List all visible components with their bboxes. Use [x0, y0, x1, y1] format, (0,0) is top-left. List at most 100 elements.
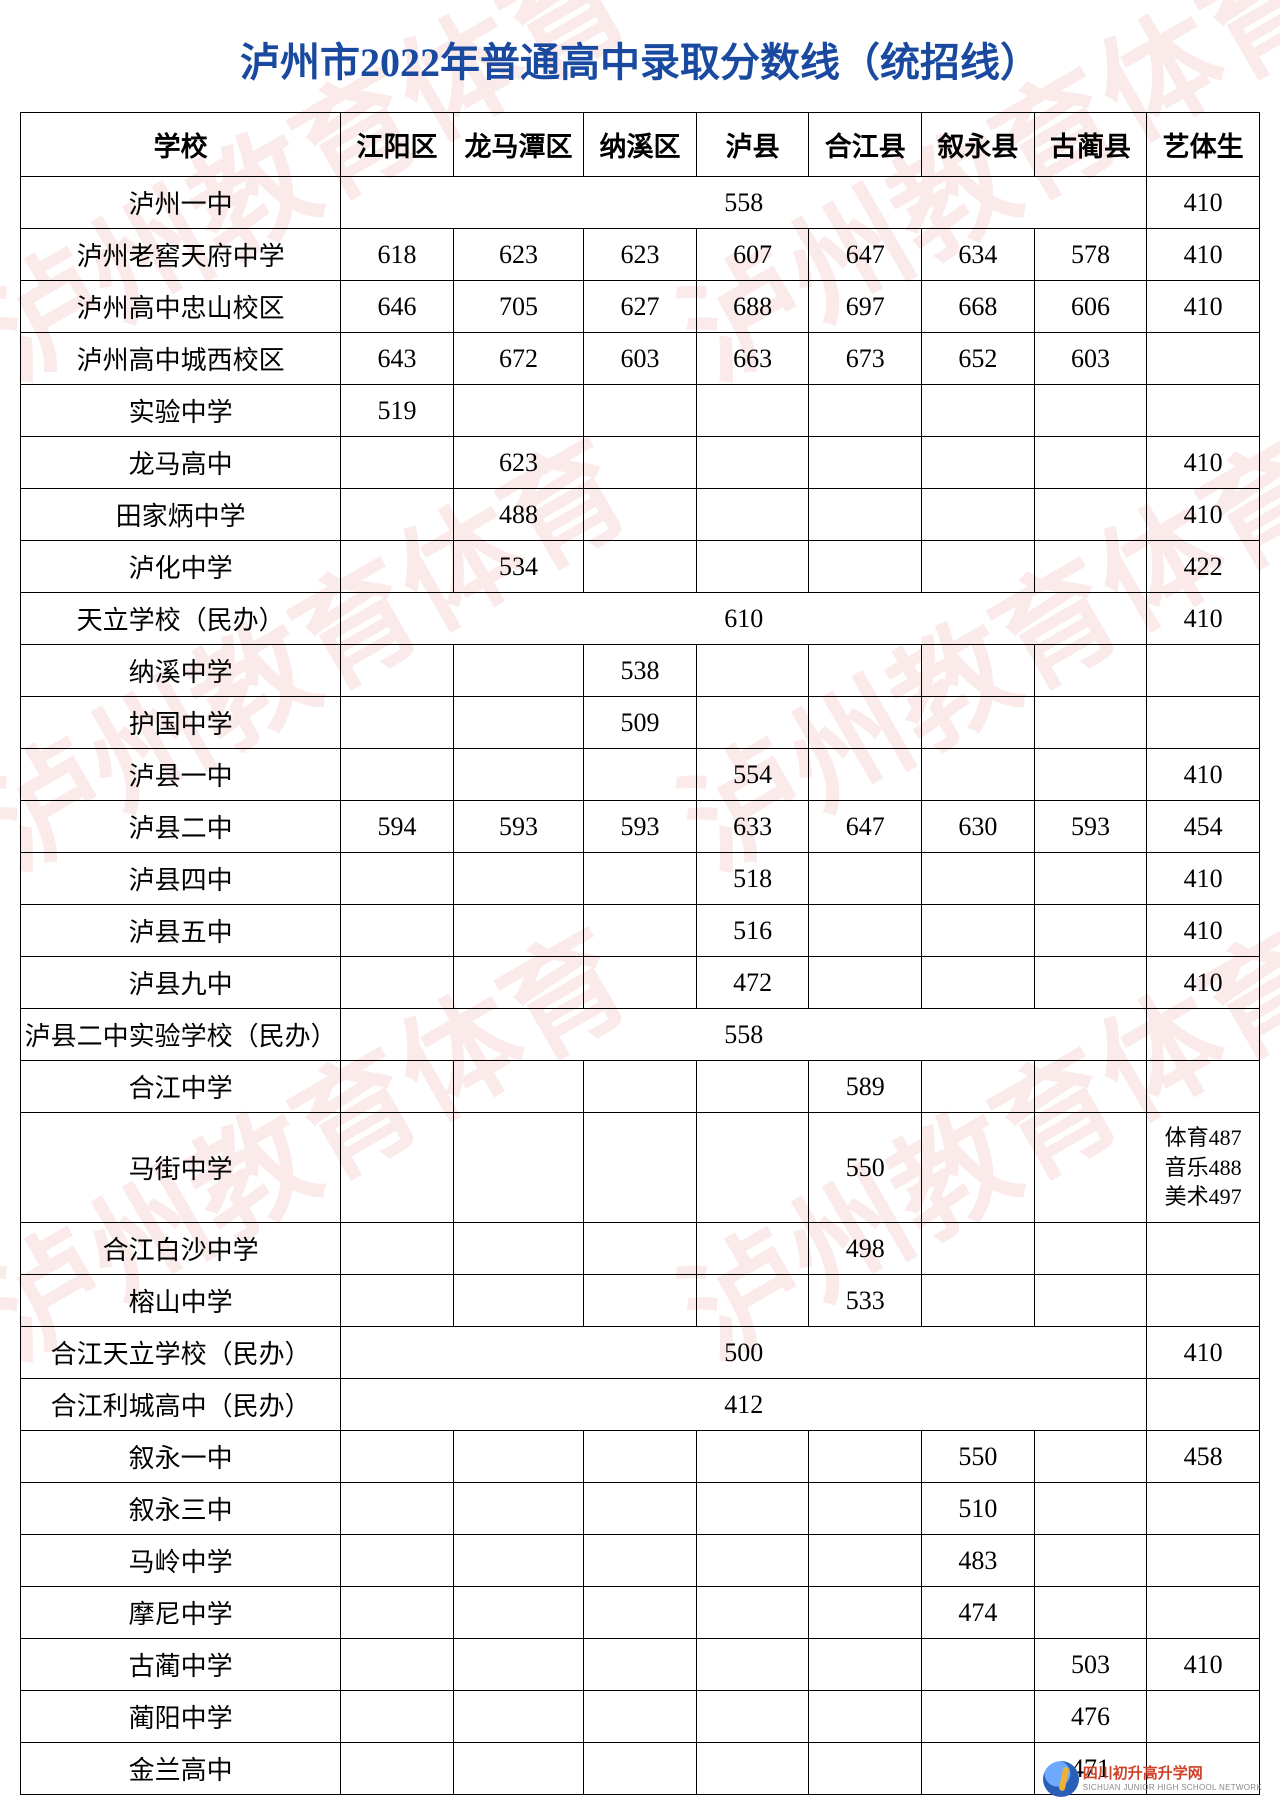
cell-art-score [1147, 333, 1260, 385]
logo-badge-icon [1043, 1761, 1079, 1797]
cell-score: 697 [809, 281, 922, 333]
cell-school: 田家炳中学 [21, 489, 341, 541]
cell-score [584, 489, 697, 541]
col-district: 古蔺县 [1034, 113, 1147, 177]
cell-score: 578 [1034, 229, 1147, 281]
cell-score [922, 385, 1035, 437]
cell-score [453, 1431, 583, 1483]
cell-art-score: 410 [1147, 281, 1260, 333]
cell-score [453, 1483, 583, 1535]
cell-score [453, 1535, 583, 1587]
cell-score [584, 1061, 697, 1113]
cell-school: 金兰高中 [21, 1743, 341, 1795]
cell-score [696, 489, 809, 541]
col-district: 叙永县 [922, 113, 1035, 177]
cell-score [922, 437, 1035, 489]
cell-score [341, 697, 454, 749]
table-row: 田家炳中学488410 [21, 489, 1260, 541]
cell-score: 488 [453, 489, 583, 541]
cell-score [1034, 437, 1147, 489]
score-table: 学校 江阳区 龙马潭区 纳溪区 泸县 合江县 叙永县 古蔺县 艺体生 泸州一中5… [20, 112, 1260, 1795]
cell-art-score [1147, 697, 1260, 749]
cell-art-score [1147, 385, 1260, 437]
table-row: 榕山中学533 [21, 1275, 1260, 1327]
cell-score: 510 [922, 1483, 1035, 1535]
cell-merged-score: 412 [341, 1379, 1147, 1431]
cell-school: 泸县一中 [21, 749, 341, 801]
cell-score: 603 [1034, 333, 1147, 385]
cell-score [341, 1535, 454, 1587]
cell-score [584, 1691, 697, 1743]
cell-score: 607 [696, 229, 809, 281]
cell-school: 叙永一中 [21, 1431, 341, 1483]
cell-score [341, 1483, 454, 1535]
cell-score: 593 [1034, 801, 1147, 853]
cell-score [922, 1691, 1035, 1743]
cell-school: 泸县二中实验学校（民办） [21, 1009, 341, 1061]
cell-score [809, 1743, 922, 1795]
table-row: 马街中学550体育487音乐488美术497 [21, 1113, 1260, 1223]
table-row: 马岭中学483 [21, 1535, 1260, 1587]
table-row: 泸县四中518410 [21, 853, 1260, 905]
col-district: 泸县 [696, 113, 809, 177]
cell-score [696, 697, 809, 749]
cell-score [341, 489, 454, 541]
cell-score [696, 1223, 809, 1275]
table-row: 泸县一中554410 [21, 749, 1260, 801]
cell-score [1034, 905, 1147, 957]
table-row: 龙马高中623410 [21, 437, 1260, 489]
cell-score [584, 1113, 697, 1223]
cell-art-score [1147, 1587, 1260, 1639]
cell-score [809, 1639, 922, 1691]
cell-score [696, 437, 809, 489]
cell-score: 646 [341, 281, 454, 333]
cell-score [809, 697, 922, 749]
cell-score [584, 1587, 697, 1639]
cell-school: 护国中学 [21, 697, 341, 749]
col-art: 艺体生 [1147, 113, 1260, 177]
cell-score: 623 [453, 437, 583, 489]
cell-merged-score: 500 [341, 1327, 1147, 1379]
table-row: 实验中学519 [21, 385, 1260, 437]
cell-score [453, 853, 583, 905]
cell-score [453, 1113, 583, 1223]
logo-text-cn: 四川初升高升学网 [1083, 1765, 1262, 1783]
cell-score: 630 [922, 801, 1035, 853]
col-district: 江阳区 [341, 113, 454, 177]
cell-score [696, 1743, 809, 1795]
cell-art-score [1147, 1379, 1260, 1431]
cell-score: 593 [453, 801, 583, 853]
cell-school: 天立学校（民办） [21, 593, 341, 645]
cell-merged-score: 558 [341, 177, 1147, 229]
table-row: 泸州高中忠山校区646705627688697668606410 [21, 281, 1260, 333]
cell-score [341, 645, 454, 697]
cell-score: 534 [453, 541, 583, 593]
cell-score [584, 1431, 697, 1483]
cell-score [1034, 749, 1147, 801]
cell-score: 606 [1034, 281, 1147, 333]
cell-school: 马街中学 [21, 1113, 341, 1223]
table-row: 泸州老窖天府中学618623623607647634578410 [21, 229, 1260, 281]
cell-score: 705 [453, 281, 583, 333]
cell-score: 498 [809, 1223, 922, 1275]
cell-score [922, 1061, 1035, 1113]
cell-school: 纳溪中学 [21, 645, 341, 697]
cell-school: 泸县九中 [21, 957, 341, 1009]
cell-score [341, 1113, 454, 1223]
source-logo: 四川初升高升学网 SICHUAN JUNIOR HIGH SCHOOL NETW… [1043, 1761, 1262, 1797]
cell-score [453, 749, 583, 801]
cell-score: 538 [584, 645, 697, 697]
cell-score: 688 [696, 281, 809, 333]
cell-score [341, 749, 454, 801]
table-row: 蔺阳中学476 [21, 1691, 1260, 1743]
cell-art-score: 410 [1147, 905, 1260, 957]
cell-score [341, 1061, 454, 1113]
cell-score [809, 489, 922, 541]
cell-score: 503 [1034, 1639, 1147, 1691]
table-row: 古蔺中学503410 [21, 1639, 1260, 1691]
cell-score [809, 1691, 922, 1743]
cell-school: 蔺阳中学 [21, 1691, 341, 1743]
table-row: 纳溪中学 538 [21, 645, 1260, 697]
cell-score [341, 437, 454, 489]
cell-school: 实验中学 [21, 385, 341, 437]
